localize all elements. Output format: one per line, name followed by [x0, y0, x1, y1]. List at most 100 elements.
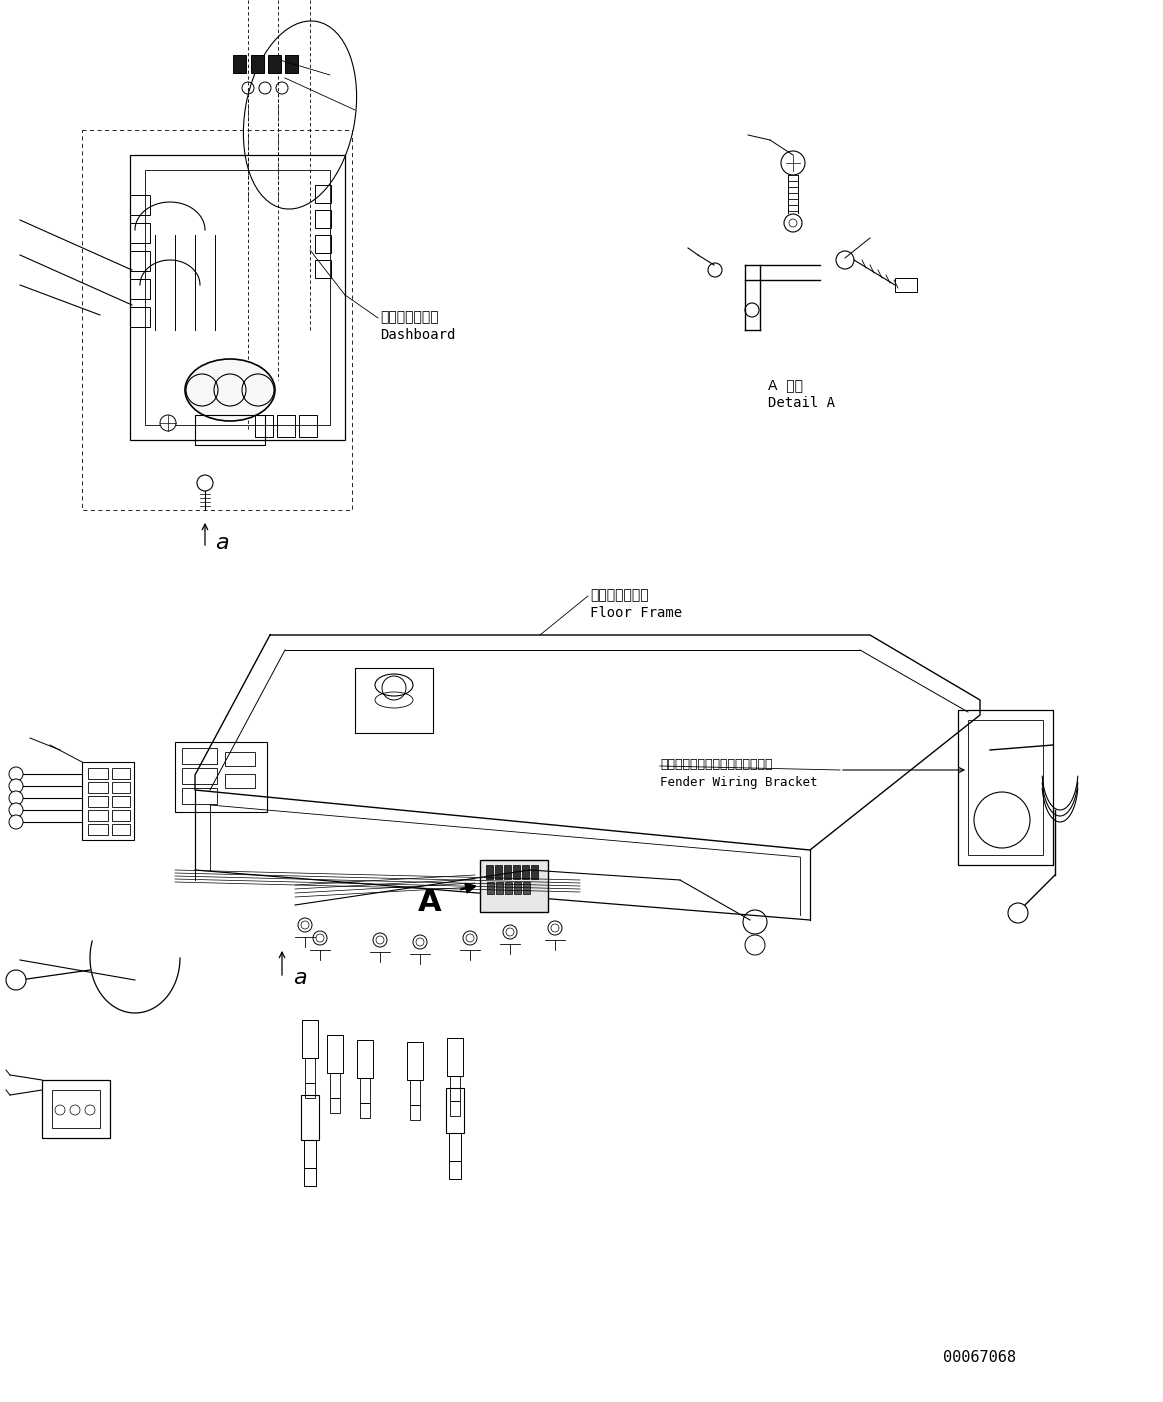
Bar — [88, 824, 108, 836]
Circle shape — [9, 791, 23, 805]
Text: 00067068: 00067068 — [943, 1350, 1016, 1366]
Bar — [449, 1133, 461, 1161]
Bar — [315, 185, 331, 203]
Bar — [88, 782, 108, 794]
Text: Dashboard: Dashboard — [380, 328, 456, 342]
Bar — [447, 1037, 463, 1075]
Bar — [130, 156, 345, 440]
Circle shape — [9, 780, 23, 794]
Bar — [299, 415, 317, 437]
Bar — [267, 55, 281, 73]
Bar — [450, 1101, 461, 1116]
Bar — [112, 810, 130, 822]
Bar — [495, 865, 502, 879]
Bar — [130, 223, 150, 243]
Bar — [361, 1078, 370, 1103]
Bar — [181, 768, 217, 784]
Circle shape — [197, 475, 213, 491]
Bar — [315, 236, 331, 252]
Bar — [112, 768, 130, 780]
Bar — [523, 882, 530, 894]
Text: Floor Frame: Floor Frame — [590, 606, 683, 620]
Bar — [450, 1075, 461, 1101]
Bar — [277, 415, 295, 437]
Bar — [495, 882, 504, 894]
Text: Detail A: Detail A — [768, 395, 835, 409]
Bar — [449, 1161, 461, 1179]
Text: ダッシュボード: ダッシュボード — [380, 310, 438, 324]
Bar — [285, 55, 298, 73]
Bar — [112, 796, 130, 808]
Bar — [896, 278, 916, 292]
Circle shape — [784, 215, 802, 231]
Bar — [968, 721, 1043, 855]
Bar — [181, 749, 217, 764]
Text: Fender Wiring Bracket: Fender Wiring Bracket — [659, 775, 818, 789]
Bar — [504, 865, 511, 879]
Bar — [130, 195, 150, 215]
Bar — [486, 865, 493, 879]
Bar — [145, 170, 330, 425]
Bar — [112, 782, 130, 794]
Text: フェンダワイヤリングブラケット: フェンダワイヤリングブラケット — [659, 758, 772, 771]
Bar — [195, 415, 265, 444]
Bar — [130, 279, 150, 299]
Bar — [174, 742, 267, 812]
Bar — [181, 788, 217, 803]
Bar — [305, 1059, 315, 1082]
Text: フロアフレーム: フロアフレーム — [590, 587, 649, 601]
Bar — [480, 859, 548, 911]
Bar — [407, 1042, 423, 1080]
Text: a: a — [215, 533, 229, 552]
Bar — [130, 307, 150, 327]
Bar — [355, 667, 433, 733]
Bar — [513, 865, 520, 879]
Bar — [88, 768, 108, 780]
Circle shape — [9, 815, 23, 829]
Bar — [330, 1098, 340, 1113]
Bar — [255, 415, 273, 437]
Circle shape — [9, 767, 23, 781]
Circle shape — [782, 151, 805, 175]
Bar — [42, 1080, 110, 1138]
Bar — [112, 824, 130, 836]
Bar — [251, 55, 264, 73]
Bar — [411, 1105, 420, 1120]
Bar — [315, 259, 331, 278]
Bar — [330, 1073, 340, 1098]
Bar — [361, 1103, 370, 1117]
Bar — [522, 865, 529, 879]
Bar — [83, 763, 134, 840]
Text: a: a — [293, 967, 307, 988]
Bar — [304, 1168, 316, 1186]
Bar — [224, 774, 255, 788]
Circle shape — [1008, 903, 1028, 923]
Text: A  詳細: A 詳細 — [768, 379, 802, 393]
Bar — [83, 130, 352, 510]
Circle shape — [160, 415, 176, 430]
Bar — [233, 55, 247, 73]
Bar — [88, 796, 108, 808]
Bar — [305, 1082, 315, 1098]
Circle shape — [6, 970, 26, 990]
Bar — [958, 709, 1053, 865]
Bar — [130, 251, 150, 271]
Bar — [505, 882, 512, 894]
Bar — [315, 210, 331, 229]
Bar — [301, 1095, 319, 1140]
Circle shape — [9, 803, 23, 817]
Bar — [52, 1089, 100, 1129]
Bar — [487, 882, 494, 894]
Bar — [88, 810, 108, 822]
Ellipse shape — [185, 359, 274, 421]
Bar — [327, 1035, 343, 1073]
Bar — [445, 1088, 464, 1133]
Bar — [224, 751, 255, 765]
Bar — [514, 882, 521, 894]
Bar — [411, 1080, 420, 1105]
Text: A: A — [418, 887, 442, 917]
Bar — [304, 1140, 316, 1168]
Bar — [531, 865, 538, 879]
Bar — [357, 1040, 373, 1078]
Bar — [302, 1021, 317, 1059]
